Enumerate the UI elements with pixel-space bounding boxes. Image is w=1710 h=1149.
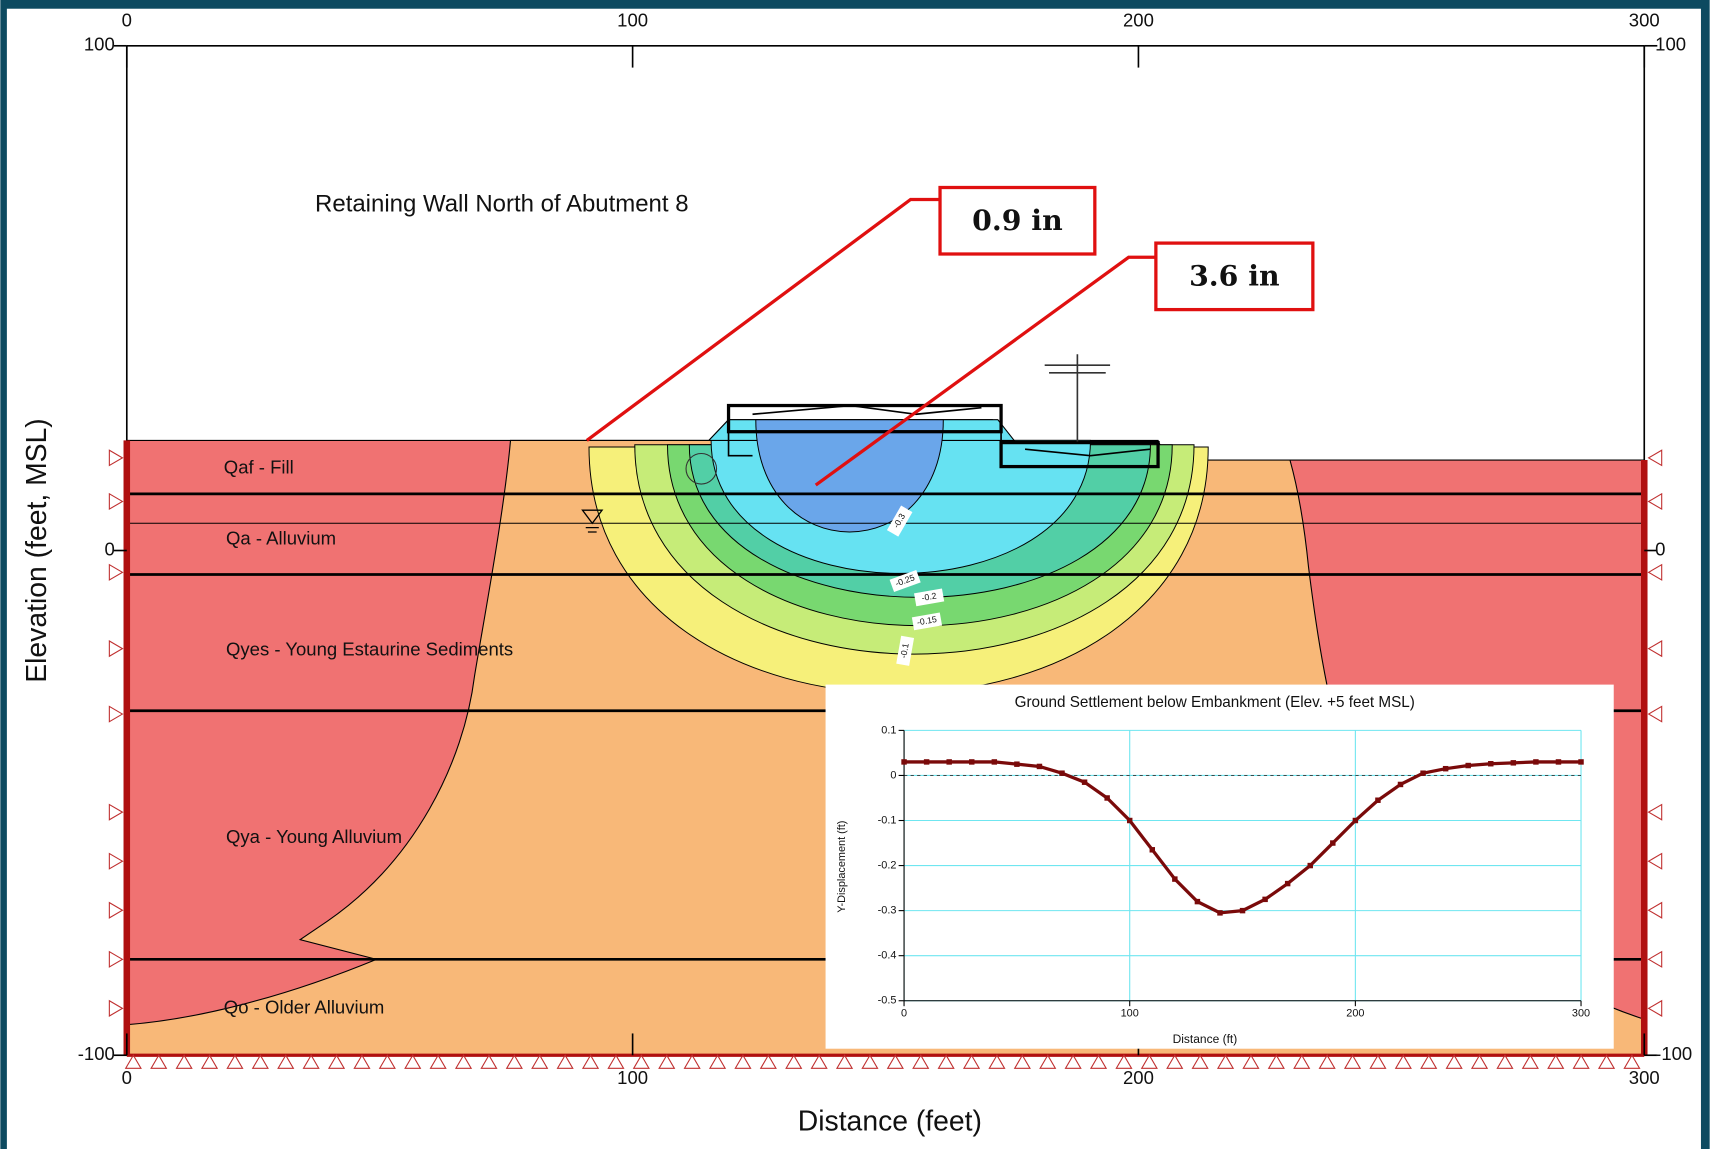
data-point xyxy=(992,759,997,764)
data-point xyxy=(924,759,929,764)
y-tick-label: -0.4 xyxy=(878,950,897,962)
x-tick-label: 200 xyxy=(1123,1067,1154,1088)
x-axis-label: Distance (feet) xyxy=(798,1105,982,1137)
data-point xyxy=(1420,770,1425,775)
y-tick-label: 0 xyxy=(1655,538,1665,559)
chart-title: Retaining Wall North of Abutment 8 xyxy=(315,190,688,217)
page: 0 0 100 100 200 200 300 300 -100 -100 0 0 100 100 Reta… xyxy=(0,0,1710,1149)
data-point xyxy=(1104,795,1109,800)
data-point xyxy=(1488,761,1493,766)
data-point xyxy=(1014,761,1019,766)
data-point xyxy=(1285,881,1290,886)
data-point xyxy=(1443,766,1448,771)
data-point xyxy=(1127,818,1132,823)
data-point xyxy=(1533,759,1538,764)
x-tick-label: 100 xyxy=(617,10,648,31)
inset-title: Ground Settlement below Embankment (Elev… xyxy=(1015,694,1415,711)
data-point xyxy=(1059,770,1064,775)
screenshot: 0 0 100 100 200 200 300 300 -100 -100 0 0 100 100 Reta… xyxy=(0,0,1710,1149)
y-tick-label: -0.2 xyxy=(878,859,897,871)
data-point xyxy=(1511,760,1516,765)
data-point xyxy=(1082,779,1087,784)
data-point xyxy=(1150,847,1155,852)
data-point xyxy=(1172,876,1177,881)
x-tick-label: 100 xyxy=(617,1067,648,1088)
data-point xyxy=(901,759,906,764)
x-tick-label: 300 xyxy=(1629,10,1660,31)
data-point xyxy=(1556,759,1561,764)
data-point xyxy=(1037,764,1042,769)
layer-label: Qyes - Young Estaurine Sediments xyxy=(226,639,513,660)
x-tick-label: 300 xyxy=(1572,1008,1590,1020)
x-tick-label: 0 xyxy=(122,10,132,31)
x-tick-label: 300 xyxy=(1629,1067,1660,1088)
data-point xyxy=(1217,910,1222,915)
y-tick-label: -100 xyxy=(1655,1043,1692,1064)
x-tick-label: 200 xyxy=(1123,10,1154,31)
data-point xyxy=(946,759,951,764)
data-point xyxy=(1353,818,1358,823)
y-axis-label: Elevation (feet, MSL) xyxy=(21,418,53,683)
x-tick-label: 200 xyxy=(1346,1008,1364,1020)
layer-label: Qaf - Fill xyxy=(224,457,294,478)
layer-label: Qa - Alluvium xyxy=(226,528,336,549)
y-tick-label: 0.1 xyxy=(881,724,896,736)
callout-text: 3.6 in xyxy=(1189,258,1280,292)
y-axis-label: Y-Displacement (ft) xyxy=(836,821,848,913)
y-tick-label: 0 xyxy=(890,769,896,781)
data-point xyxy=(1375,798,1380,803)
y-tick-label: 100 xyxy=(1655,34,1686,55)
y-tick-label: -0.5 xyxy=(878,995,897,1007)
data-point xyxy=(1240,908,1245,913)
x-axis-label: Distance (ft) xyxy=(1173,1032,1238,1046)
y-tick-label: -0.3 xyxy=(878,904,897,916)
data-point xyxy=(969,759,974,764)
inset-panel xyxy=(826,685,1614,1049)
y-tick-label: -0.1 xyxy=(878,814,897,826)
layer-label: Qo - Older Alluvium xyxy=(224,996,385,1017)
x-tick-label: 0 xyxy=(901,1008,907,1020)
y-tick-label: -100 xyxy=(78,1043,115,1064)
data-point xyxy=(1195,899,1200,904)
x-tick-label: 0 xyxy=(122,1067,132,1088)
data-point xyxy=(1465,763,1470,768)
callout-text: 0.9 in xyxy=(972,203,1063,237)
y-tick-label: 0 xyxy=(104,538,114,559)
data-point xyxy=(1398,782,1403,787)
x-tick-label: 100 xyxy=(1121,1008,1139,1020)
data-point xyxy=(1308,863,1313,868)
layer-label: Qya - Young Alluvium xyxy=(226,826,402,847)
data-point xyxy=(1330,840,1335,845)
y-tick-label: 100 xyxy=(84,34,115,55)
data-point xyxy=(1262,897,1267,902)
data-point xyxy=(1578,759,1583,764)
